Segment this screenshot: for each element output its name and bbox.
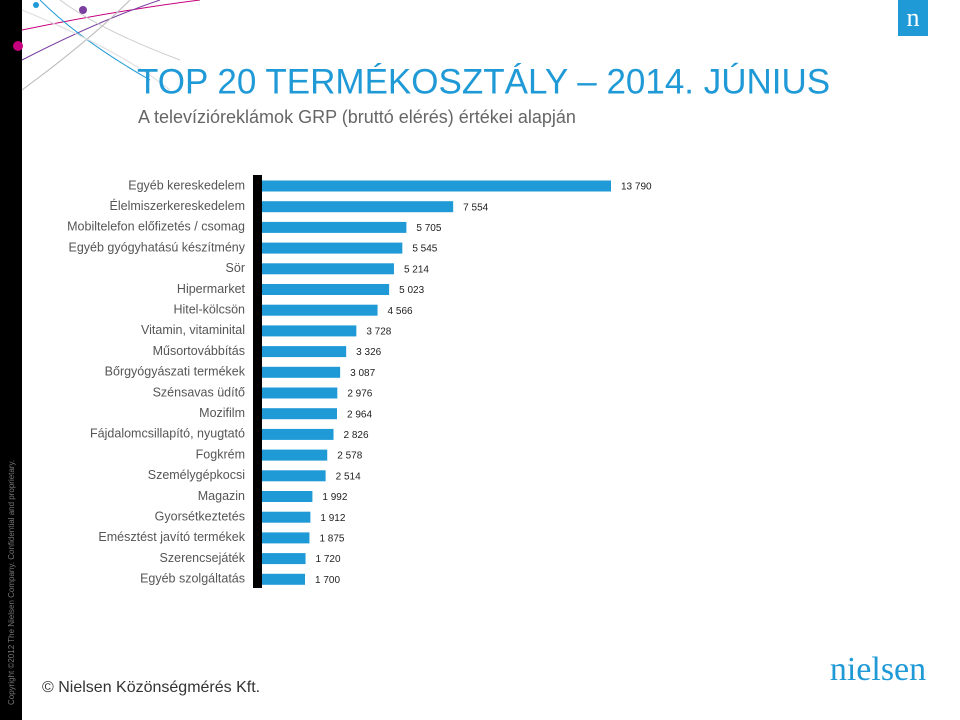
bar bbox=[262, 284, 390, 295]
bar bbox=[262, 511, 311, 523]
footer: © Nielsen Közönségmérés Kft. bbox=[42, 679, 260, 696]
category-label: Hitel-kölcsön bbox=[173, 302, 245, 316]
value-label: 1 992 bbox=[322, 492, 347, 503]
value-label: 1 720 bbox=[316, 554, 341, 565]
category-label: Mobiltelefon előfizetés / csomag bbox=[67, 220, 245, 234]
bar bbox=[262, 346, 347, 358]
category-label: Személygépkocsi bbox=[148, 468, 245, 482]
value-label: 1 912 bbox=[320, 513, 345, 524]
bar bbox=[262, 491, 313, 502]
value-label: 5 023 bbox=[399, 285, 424, 296]
category-label: Egyéb kereskedelem bbox=[128, 178, 245, 192]
bar bbox=[262, 242, 403, 254]
category-label: Egyéb szolgáltatás bbox=[140, 572, 245, 586]
value-label: 4 566 bbox=[388, 306, 413, 317]
copyright: Copyright ©2012 The Nielsen Company. Con… bbox=[7, 460, 16, 705]
value-label: 5 214 bbox=[404, 264, 429, 275]
bar bbox=[262, 180, 611, 192]
value-label: 3 728 bbox=[366, 327, 391, 338]
bar bbox=[262, 304, 378, 316]
value-label: 5 705 bbox=[416, 223, 441, 234]
bar bbox=[262, 408, 338, 420]
bar bbox=[262, 449, 328, 461]
category-label: Műsortovábbítás bbox=[153, 344, 245, 358]
side-strip bbox=[0, 0, 22, 720]
category-label: Élelmiszerkereskedelem bbox=[110, 198, 245, 213]
chart-subtitle: A televízióreklámok GRP (bruttó elérés) … bbox=[138, 107, 576, 127]
bar bbox=[262, 325, 357, 337]
value-label: 2 964 bbox=[347, 409, 372, 420]
category-label: Fogkrém bbox=[196, 447, 245, 461]
category-label: Mozifilm bbox=[199, 406, 245, 420]
axis-band bbox=[253, 175, 262, 588]
bar bbox=[262, 366, 341, 378]
bar bbox=[262, 221, 407, 233]
logo-small: n bbox=[907, 3, 920, 32]
category-label: Bőrgyógyászati termékek bbox=[105, 365, 246, 379]
category-label: Fájdalomcsillapító, nyugtató bbox=[90, 427, 245, 441]
category-label: Magazin bbox=[198, 489, 245, 503]
bar bbox=[262, 263, 394, 275]
bar bbox=[262, 553, 306, 565]
bar bbox=[262, 201, 454, 213]
category-label: Szénsavas üdítő bbox=[153, 385, 245, 399]
bar bbox=[262, 428, 334, 440]
decoration bbox=[13, 0, 201, 91]
category-label: Hipermarket bbox=[177, 282, 246, 296]
logo: nielsen bbox=[830, 651, 926, 688]
category-label: Egyéb gyógyhatású készítmény bbox=[69, 240, 246, 254]
value-label: 13 790 bbox=[621, 182, 652, 193]
bar bbox=[262, 532, 310, 544]
value-label: 3 326 bbox=[356, 347, 381, 358]
bar bbox=[262, 470, 326, 482]
category-label: Emésztést javító termékek bbox=[98, 530, 245, 544]
bar bbox=[262, 387, 338, 399]
category-label: Gyorsétkeztetés bbox=[155, 509, 245, 523]
value-label: 2 578 bbox=[337, 451, 362, 462]
value-label: 2 826 bbox=[344, 430, 369, 441]
value-label: 3 087 bbox=[350, 368, 375, 379]
value-label: 2 514 bbox=[336, 471, 361, 482]
bar bbox=[262, 573, 306, 585]
logo-box bbox=[898, 0, 928, 36]
value-label: 1 700 bbox=[315, 575, 340, 586]
value-label: 1 875 bbox=[319, 534, 344, 545]
value-label: 7 554 bbox=[463, 202, 488, 213]
value-label: 5 545 bbox=[412, 244, 437, 255]
category-label: Szerencsejáték bbox=[160, 551, 246, 565]
chart-title: TOP 20 TERMÉKOSZTÁLY – 2014. JÚNIUS bbox=[137, 62, 830, 101]
value-label: 2 976 bbox=[347, 389, 372, 400]
category-label: Sör bbox=[226, 261, 245, 275]
category-label: Vitamin, vitaminital bbox=[141, 323, 245, 337]
